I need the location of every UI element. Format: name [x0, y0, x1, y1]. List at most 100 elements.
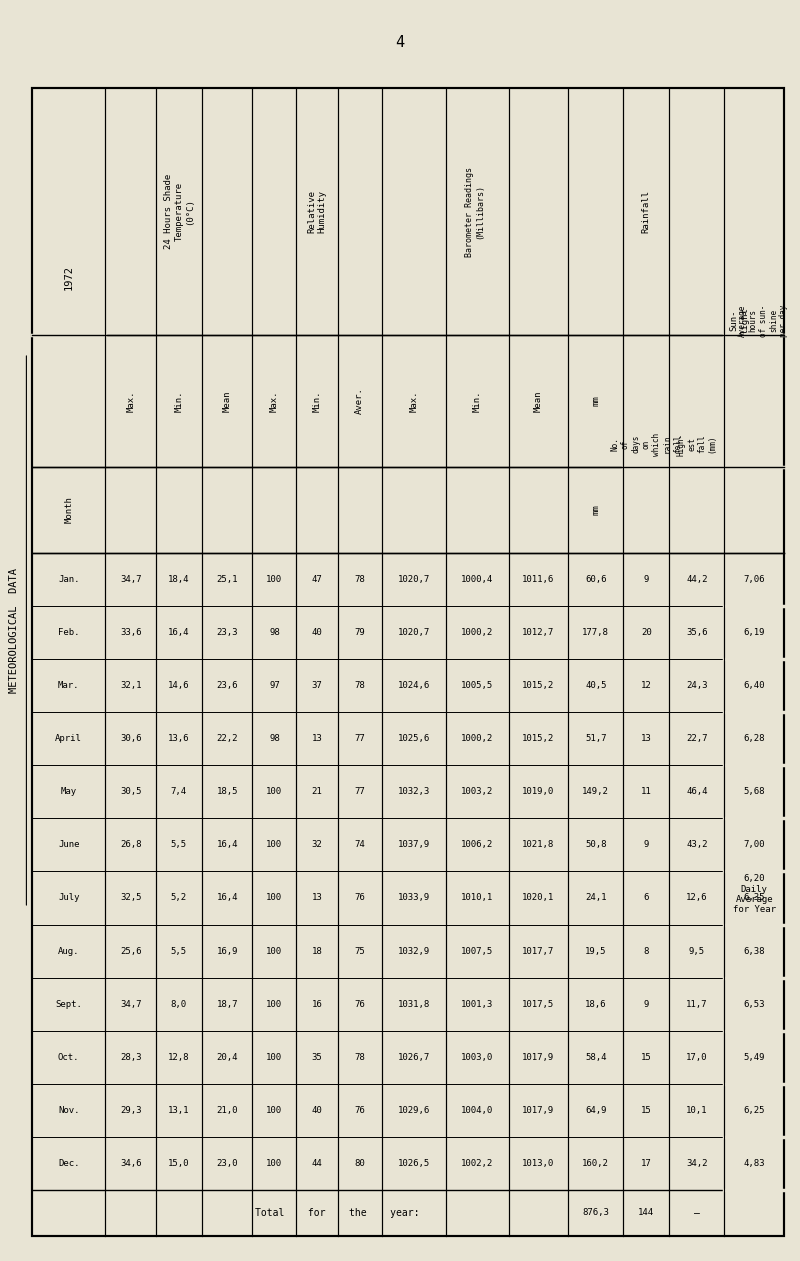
Text: 43,2: 43,2	[686, 840, 707, 850]
Text: 5,5: 5,5	[171, 947, 187, 956]
Text: 100: 100	[266, 894, 282, 903]
Text: 80: 80	[354, 1159, 365, 1168]
Text: 40: 40	[312, 628, 322, 637]
Text: 18,6: 18,6	[585, 1000, 606, 1009]
Text: 22,7: 22,7	[686, 734, 707, 743]
Text: 78: 78	[354, 1053, 365, 1062]
Text: Feb.: Feb.	[58, 628, 79, 637]
Text: 76: 76	[354, 1000, 365, 1009]
Text: 28,3: 28,3	[120, 1053, 142, 1062]
Text: 8,0: 8,0	[171, 1000, 187, 1009]
Text: 20,4: 20,4	[216, 1053, 238, 1062]
Text: 24,3: 24,3	[686, 681, 707, 690]
Text: 1000,4: 1000,4	[461, 575, 494, 584]
Text: 6,20
Daily
Average
for Year: 6,20 Daily Average for Year	[733, 874, 776, 914]
Text: Month: Month	[64, 497, 74, 523]
Text: 1021,8: 1021,8	[522, 840, 554, 850]
Text: 1020,7: 1020,7	[398, 575, 430, 584]
Text: 1017,9: 1017,9	[522, 1106, 554, 1115]
Text: 40: 40	[312, 1106, 322, 1115]
Text: 13: 13	[312, 894, 322, 903]
Text: 98: 98	[269, 628, 280, 637]
Text: 19,5: 19,5	[585, 947, 606, 956]
Text: 6: 6	[643, 894, 649, 903]
Text: 20: 20	[641, 628, 652, 637]
Text: 17,0: 17,0	[686, 1053, 707, 1062]
Text: 12: 12	[641, 681, 652, 690]
Text: 1020,7: 1020,7	[398, 628, 430, 637]
Text: Max.: Max.	[270, 390, 279, 411]
Text: 1017,5: 1017,5	[522, 1000, 554, 1009]
Text: 1017,7: 1017,7	[522, 947, 554, 956]
Text: 9: 9	[643, 575, 649, 584]
Text: 21,0: 21,0	[216, 1106, 238, 1115]
Text: 18,5: 18,5	[216, 787, 238, 797]
Text: 32,5: 32,5	[120, 894, 142, 903]
Text: 22,2: 22,2	[216, 734, 238, 743]
Text: 9: 9	[643, 840, 649, 850]
Text: 44,2: 44,2	[686, 575, 707, 584]
Text: 1026,5: 1026,5	[398, 1159, 430, 1168]
Text: 35,6: 35,6	[686, 628, 707, 637]
Text: Sept.: Sept.	[55, 1000, 82, 1009]
Text: 100: 100	[266, 575, 282, 584]
Text: 16,4: 16,4	[216, 894, 238, 903]
Text: 44: 44	[312, 1159, 322, 1168]
Text: 74: 74	[354, 840, 365, 850]
Text: 8: 8	[643, 947, 649, 956]
Text: Aug.: Aug.	[58, 947, 79, 956]
Text: 1011,6: 1011,6	[522, 575, 554, 584]
Text: 15: 15	[641, 1106, 652, 1115]
Text: Mean: Mean	[534, 390, 543, 411]
Text: Nov.: Nov.	[58, 1106, 79, 1115]
Text: 1972: 1972	[64, 265, 74, 290]
Text: 34,7: 34,7	[120, 1000, 142, 1009]
Text: 100: 100	[266, 840, 282, 850]
Text: Min.: Min.	[174, 390, 183, 411]
Text: 7,06: 7,06	[743, 575, 765, 584]
Text: 23,0: 23,0	[216, 1159, 238, 1168]
Text: 46,4: 46,4	[686, 787, 707, 797]
Text: 97: 97	[269, 681, 280, 690]
Text: METEOROLOGICAL  DATA: METEOROLOGICAL DATA	[10, 567, 19, 694]
Text: 35: 35	[312, 1053, 322, 1062]
Text: 7,00: 7,00	[743, 840, 765, 850]
Text: 26,8: 26,8	[120, 840, 142, 850]
Text: Barometer Readings
(Millibars): Barometer Readings (Millibars)	[466, 166, 485, 257]
Text: 5,5: 5,5	[171, 840, 187, 850]
Text: 79: 79	[354, 628, 365, 637]
Text: 78: 78	[354, 575, 365, 584]
Text: 13: 13	[312, 734, 322, 743]
Text: Mean: Mean	[222, 390, 232, 411]
Text: 24,1: 24,1	[585, 894, 606, 903]
Text: 15,0: 15,0	[168, 1159, 190, 1168]
Text: —: —	[694, 1208, 700, 1218]
Text: 32,1: 32,1	[120, 681, 142, 690]
Text: 51,7: 51,7	[585, 734, 606, 743]
Text: 11,7: 11,7	[686, 1000, 707, 1009]
Text: 6,19: 6,19	[743, 628, 765, 637]
Text: 29,3: 29,3	[120, 1106, 142, 1115]
Text: 58,4: 58,4	[585, 1053, 606, 1062]
Text: 17: 17	[641, 1159, 652, 1168]
Text: 100: 100	[266, 947, 282, 956]
Text: 10,1: 10,1	[686, 1106, 707, 1115]
Text: 1032,9: 1032,9	[398, 947, 430, 956]
Text: 78: 78	[354, 681, 365, 690]
Text: 6,35: 6,35	[743, 894, 765, 903]
Text: 33,6: 33,6	[120, 628, 142, 637]
Text: 16: 16	[312, 1000, 322, 1009]
Text: April: April	[55, 734, 82, 743]
Text: 6,25: 6,25	[743, 1106, 765, 1115]
Text: 1024,6: 1024,6	[398, 681, 430, 690]
Text: 7,4: 7,4	[171, 787, 187, 797]
Text: 11: 11	[641, 787, 652, 797]
Text: 1033,9: 1033,9	[398, 894, 430, 903]
Text: June: June	[58, 840, 79, 850]
Text: 13: 13	[641, 734, 652, 743]
Text: Average
hours
of sun-
shine
per day: Average hours of sun- shine per day	[738, 304, 789, 337]
Text: 16,9: 16,9	[216, 947, 238, 956]
Text: 1029,6: 1029,6	[398, 1106, 430, 1115]
Text: Relative
Humidity: Relative Humidity	[307, 190, 326, 233]
Text: 30,6: 30,6	[120, 734, 142, 743]
